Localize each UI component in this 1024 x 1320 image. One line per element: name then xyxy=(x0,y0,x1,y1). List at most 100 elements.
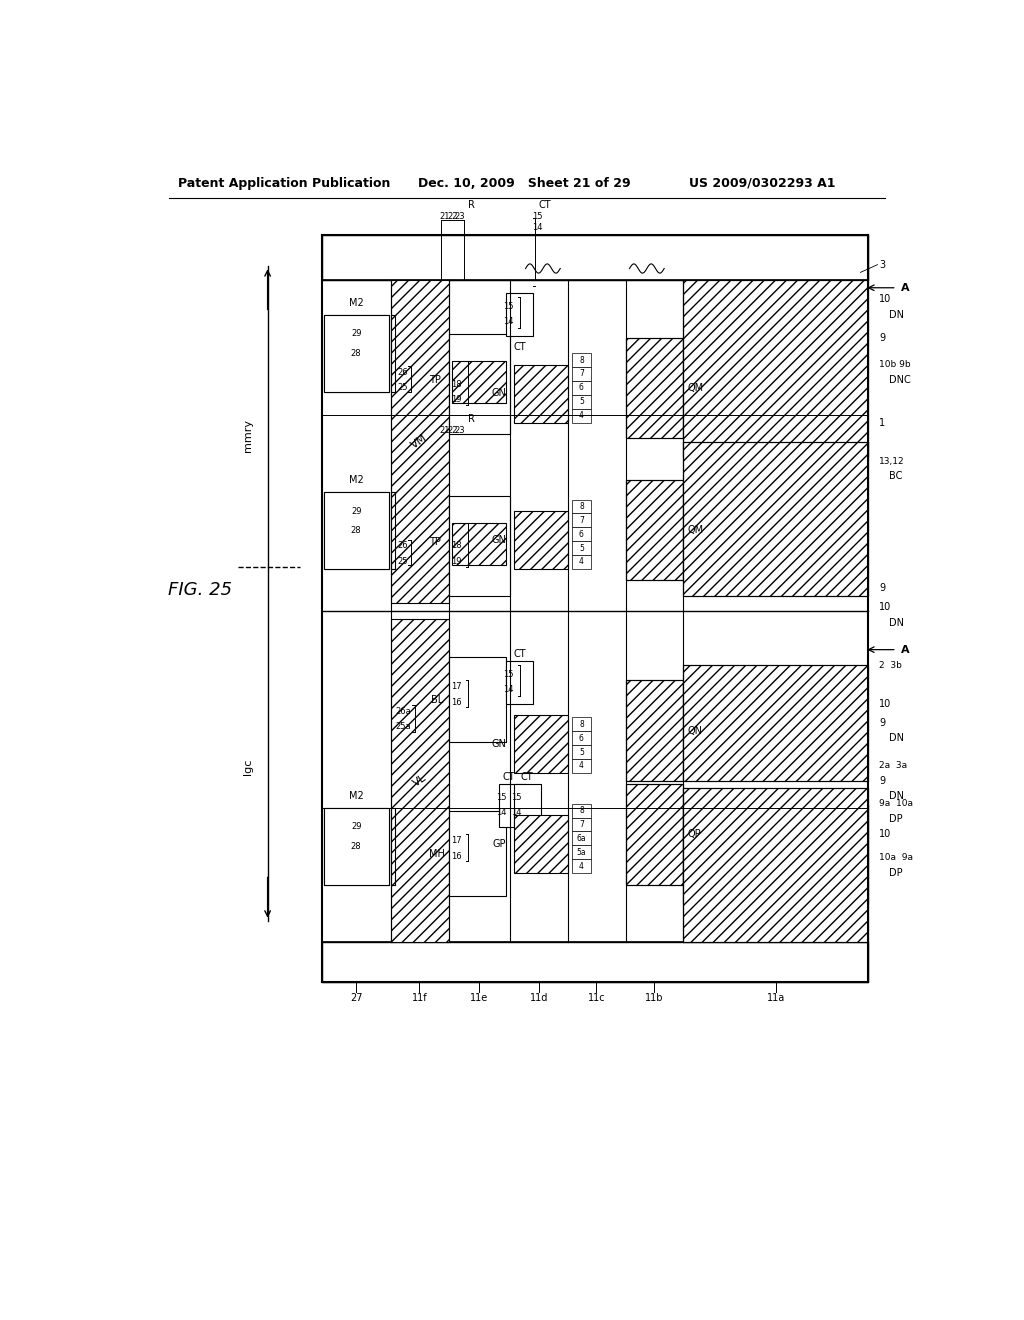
Bar xyxy=(514,511,568,569)
Text: 11d: 11d xyxy=(529,993,548,1003)
Text: 1: 1 xyxy=(879,417,885,428)
Text: 11a: 11a xyxy=(767,993,785,1003)
Bar xyxy=(514,816,568,873)
Text: QP: QP xyxy=(687,829,700,840)
Text: 9: 9 xyxy=(879,583,885,593)
Bar xyxy=(322,942,868,982)
Bar xyxy=(324,808,388,884)
Text: 11f: 11f xyxy=(412,993,427,1003)
Text: 15: 15 xyxy=(511,793,521,803)
Text: A: A xyxy=(900,282,909,293)
Bar xyxy=(571,409,591,422)
Bar xyxy=(453,360,506,404)
Text: GN: GN xyxy=(492,739,506,748)
Bar xyxy=(626,681,683,780)
Text: DN: DN xyxy=(889,310,904,319)
Text: 6a: 6a xyxy=(577,834,586,842)
Bar xyxy=(683,442,868,595)
Text: A: A xyxy=(900,644,909,655)
Text: 11e: 11e xyxy=(470,993,488,1003)
Bar xyxy=(453,523,506,565)
Text: 8: 8 xyxy=(579,719,584,729)
Bar xyxy=(506,293,534,335)
Text: 5a: 5a xyxy=(577,847,586,857)
Text: 4: 4 xyxy=(579,411,584,420)
Text: 7: 7 xyxy=(579,516,584,525)
Bar xyxy=(571,381,591,395)
Bar xyxy=(571,832,591,845)
Text: 29: 29 xyxy=(351,330,361,338)
Bar xyxy=(683,280,868,457)
Text: 14: 14 xyxy=(504,685,514,694)
Text: 10b 9b: 10b 9b xyxy=(879,360,910,370)
Text: BL: BL xyxy=(431,694,443,705)
Bar xyxy=(683,665,868,780)
Text: 22: 22 xyxy=(447,211,458,220)
Text: 29: 29 xyxy=(351,507,361,516)
Text: Dec. 10, 2009   Sheet 21 of 29: Dec. 10, 2009 Sheet 21 of 29 xyxy=(419,177,631,190)
Text: 25: 25 xyxy=(397,557,408,565)
Bar xyxy=(683,280,868,457)
Text: GN: GN xyxy=(492,535,506,545)
Bar xyxy=(571,744,591,759)
Text: 15: 15 xyxy=(504,302,514,310)
Text: 26: 26 xyxy=(397,541,408,550)
Text: TP: TP xyxy=(429,537,440,546)
Text: 10: 10 xyxy=(879,829,891,840)
Bar xyxy=(571,731,591,744)
Bar xyxy=(571,759,591,774)
Text: DN: DN xyxy=(889,618,904,628)
Text: 10: 10 xyxy=(879,294,891,305)
Text: M2: M2 xyxy=(349,298,364,308)
Text: GN: GN xyxy=(492,388,506,399)
Bar xyxy=(571,541,591,554)
Bar xyxy=(683,788,868,942)
Text: 14: 14 xyxy=(531,223,543,232)
Text: 9: 9 xyxy=(879,333,885,343)
Bar xyxy=(683,804,868,904)
Text: 28: 28 xyxy=(351,842,361,850)
Text: 18: 18 xyxy=(451,380,462,388)
Text: 4: 4 xyxy=(579,557,584,566)
Text: DNC: DNC xyxy=(889,375,910,385)
Text: 8: 8 xyxy=(579,502,584,511)
Text: CT: CT xyxy=(503,772,515,781)
Text: 25a: 25a xyxy=(395,722,411,731)
Text: 9: 9 xyxy=(879,776,885,785)
Text: 4: 4 xyxy=(579,862,584,870)
Bar xyxy=(514,784,541,826)
Text: 16: 16 xyxy=(451,697,462,706)
Text: 21: 21 xyxy=(439,426,450,434)
Text: 2a  3a: 2a 3a xyxy=(879,760,907,770)
Text: VL: VL xyxy=(412,772,428,788)
Text: CT: CT xyxy=(521,772,534,781)
Text: MH: MH xyxy=(429,849,445,859)
Bar xyxy=(626,480,683,581)
Polygon shape xyxy=(391,619,449,942)
Text: DN: DN xyxy=(889,791,904,801)
Text: 16: 16 xyxy=(451,851,462,861)
Text: 18: 18 xyxy=(451,541,462,550)
Text: 13,12: 13,12 xyxy=(879,457,904,466)
Text: 19: 19 xyxy=(451,557,462,565)
Text: QM: QM xyxy=(687,383,703,393)
Text: 10a  9a: 10a 9a xyxy=(879,853,913,862)
Text: 28: 28 xyxy=(351,348,361,358)
Text: lgc: lgc xyxy=(243,759,253,775)
Bar xyxy=(626,480,683,581)
Text: 7: 7 xyxy=(579,370,584,379)
Bar xyxy=(683,442,868,595)
Text: FIG. 25: FIG. 25 xyxy=(168,581,231,598)
Text: R: R xyxy=(468,413,475,424)
Bar xyxy=(391,280,449,603)
Text: 28: 28 xyxy=(351,525,361,535)
Bar xyxy=(324,314,388,392)
Bar xyxy=(571,499,591,513)
Text: 26a: 26a xyxy=(395,706,412,715)
Bar xyxy=(514,364,568,422)
Text: 14: 14 xyxy=(504,317,514,326)
Text: 8: 8 xyxy=(579,807,584,814)
Bar xyxy=(571,554,591,569)
Text: 2  3b: 2 3b xyxy=(879,660,902,669)
Bar xyxy=(683,788,868,942)
